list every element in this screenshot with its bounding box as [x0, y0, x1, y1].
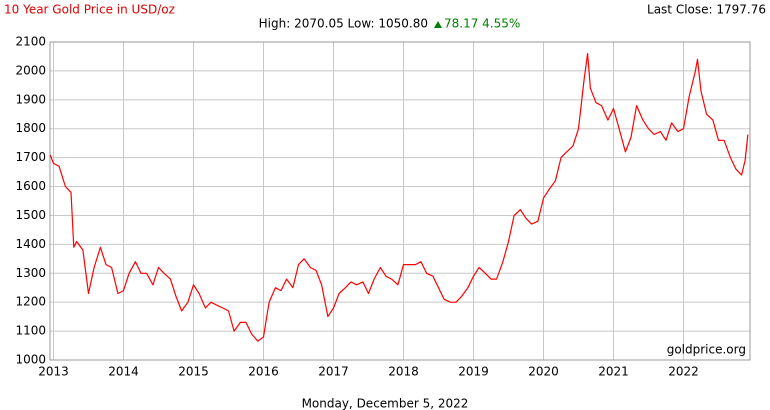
x-tick-label: 2019 [458, 365, 489, 379]
x-tick-label: 2018 [388, 365, 419, 379]
x-tick-label: 2014 [108, 365, 139, 379]
up-arrow [434, 21, 442, 28]
x-tick-label: 2020 [528, 365, 559, 379]
y-tick-label: 1200 [15, 295, 46, 309]
x-tick-label: 2013 [38, 365, 69, 379]
y-tick-label: 2000 [15, 63, 46, 77]
chart-title: 10 Year Gold Price in USD/oz [4, 3, 175, 17]
y-tick-label: 1500 [15, 208, 46, 222]
x-tick-label: 2022 [668, 365, 699, 379]
x-tick-label: 2021 [598, 365, 629, 379]
price-line [49, 53, 749, 342]
y-tick-label: 1600 [15, 179, 46, 193]
x-tick-label: 2017 [318, 365, 349, 379]
watermark: goldprice.org [667, 343, 746, 357]
y-tick-label: 1900 [15, 92, 46, 106]
y-tick-label: 1800 [15, 121, 46, 135]
x-tick-label: 2016 [248, 365, 279, 379]
last-close: Last Close: 1797.76 [647, 3, 766, 17]
y-tick-label: 2100 [15, 35, 46, 49]
stats: High: 2070.05 Low: 1050.80 [259, 17, 428, 31]
x-tick-label: 2015 [178, 365, 209, 379]
y-tick-label: 1400 [15, 237, 46, 251]
y-tick-label: 1300 [15, 266, 46, 280]
y-tick-label: 1000 [15, 353, 46, 367]
date-label: Monday, December 5, 2022 [302, 397, 469, 410]
y-tick-label: 1100 [15, 324, 46, 338]
plot-border [49, 41, 751, 361]
change: 78.17 4.55% [444, 17, 520, 31]
y-tick-label: 1700 [15, 150, 46, 164]
